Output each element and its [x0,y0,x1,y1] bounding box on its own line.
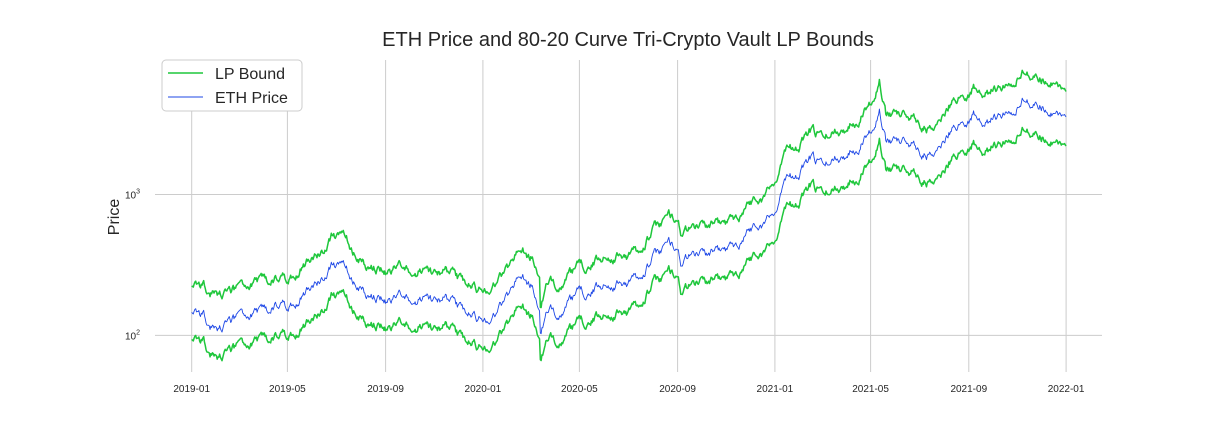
x-tick-label: 2019-05 [269,384,306,395]
y-tick-exponent: 2 [136,329,140,336]
series-group [191,69,1067,362]
x-tick-label: 2020-01 [465,384,502,395]
x-tick-label: 2020-05 [561,384,598,395]
x-tick-label: 2021-01 [757,384,794,395]
x-tick-label: 2019-09 [367,384,404,395]
x-axis-ticks: 2019-01 2019-05 2019-09 2020-01 2020-05 2020-… [173,384,1085,395]
x-tick-label: 2020-09 [659,384,696,395]
series-line-price [191,97,1067,335]
y-tick-base: 10 [125,191,137,202]
y-tick-base: 10 [125,331,137,342]
y-tick-exponent: 3 [136,189,140,196]
x-tick-label: 2021-05 [852,384,889,395]
legend-label-eth-price: ETH Price [215,90,288,107]
x-tick-label: 2021-09 [950,384,987,395]
series-line-lower [191,126,1067,362]
chart-title: ETH Price and 80-20 Curve Tri-Crypto Vau… [382,29,874,51]
legend-label-lp-bound: LP Bound [215,66,285,83]
x-tick-label: 2019-01 [173,384,210,395]
grid [155,60,1102,372]
series-line-upper [191,69,1067,309]
y-tick-label: 103 [125,189,140,202]
legend: LP Bound ETH Price [161,59,303,112]
y-axis-label: Price [106,199,123,236]
y-tick-label: 102 [125,329,140,342]
x-tick-label: 2022-01 [1048,384,1085,395]
